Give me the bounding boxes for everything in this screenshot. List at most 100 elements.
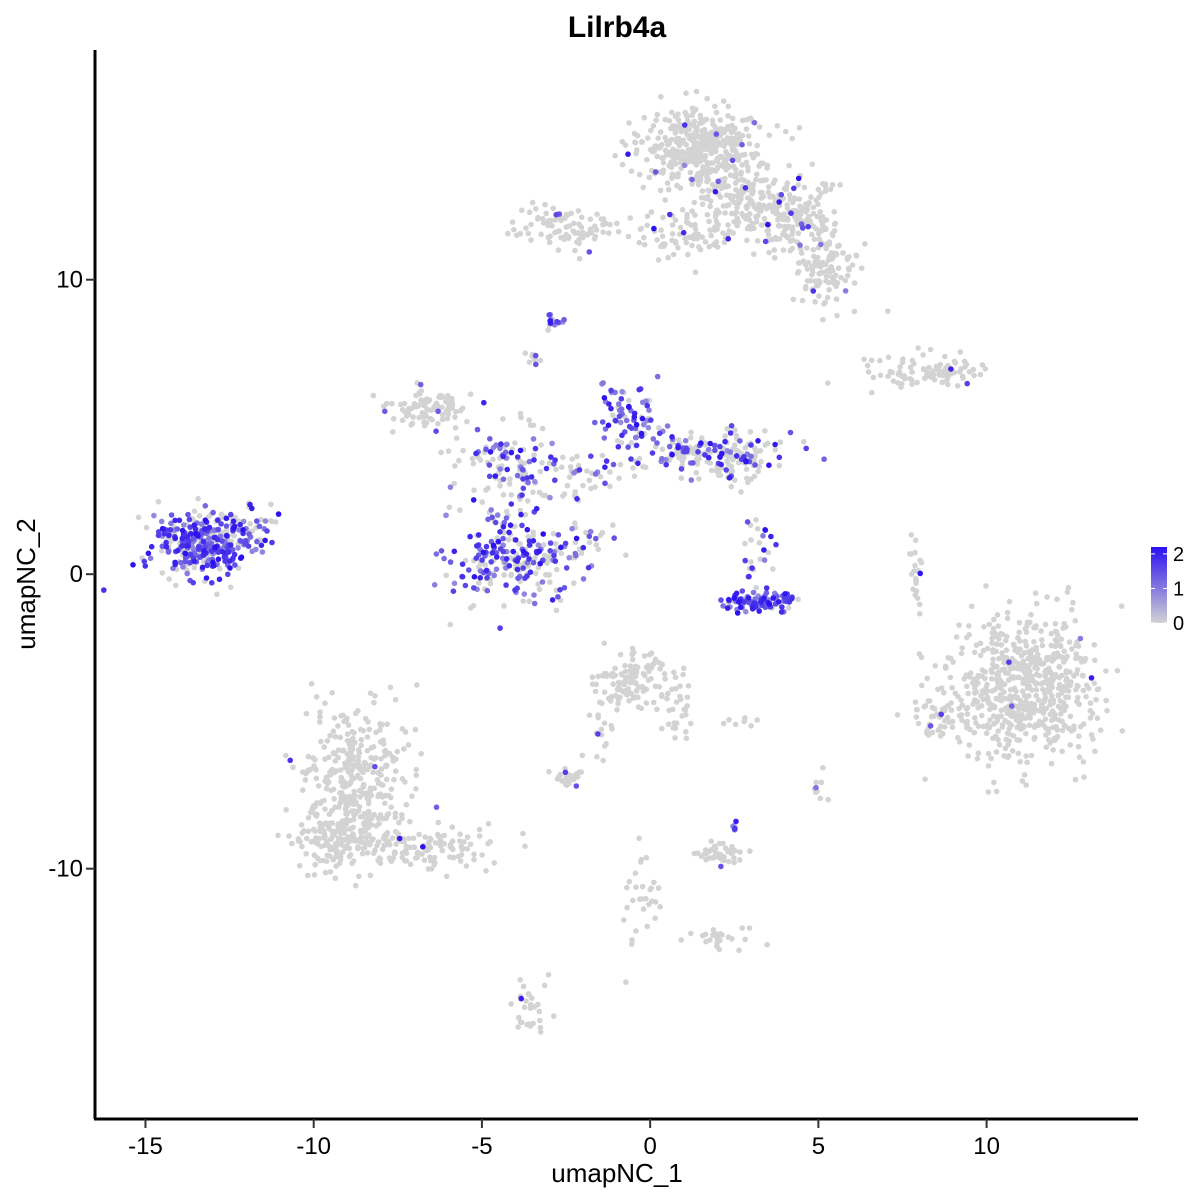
data-point bbox=[564, 482, 571, 489]
data-point bbox=[641, 421, 647, 428]
data-point bbox=[318, 738, 324, 745]
data-point bbox=[956, 712, 963, 719]
data-point bbox=[798, 250, 805, 256]
data-point bbox=[1038, 681, 1045, 687]
data-point bbox=[479, 852, 485, 858]
data-point bbox=[975, 750, 982, 756]
data-point bbox=[196, 544, 202, 551]
data-point bbox=[1067, 713, 1074, 720]
data-point bbox=[1056, 664, 1063, 670]
data-point bbox=[514, 558, 520, 564]
data-point bbox=[361, 791, 368, 797]
data-point bbox=[187, 531, 194, 537]
data-point bbox=[659, 455, 665, 462]
data-point bbox=[728, 483, 735, 490]
data-point bbox=[750, 188, 756, 195]
data-point bbox=[1023, 730, 1029, 737]
data-point bbox=[351, 792, 358, 798]
data-point bbox=[591, 236, 598, 242]
data-point bbox=[775, 599, 782, 605]
data-point bbox=[1083, 693, 1089, 700]
data-point bbox=[563, 565, 570, 571]
data-point bbox=[330, 728, 337, 734]
data-point bbox=[993, 733, 999, 740]
data-point bbox=[731, 595, 738, 601]
data-point bbox=[736, 857, 743, 863]
data-point bbox=[926, 364, 932, 371]
data-point bbox=[514, 454, 521, 460]
data-point bbox=[964, 718, 970, 725]
data-point bbox=[753, 213, 759, 220]
data-point bbox=[480, 549, 487, 556]
data-point bbox=[237, 521, 243, 528]
data-point bbox=[386, 842, 393, 848]
data-point bbox=[1022, 626, 1029, 632]
data-point bbox=[616, 413, 623, 420]
data-point bbox=[820, 765, 826, 771]
data-point bbox=[340, 747, 347, 754]
data-point bbox=[932, 663, 939, 669]
data-point bbox=[959, 717, 965, 723]
data-point bbox=[599, 419, 606, 425]
data-point bbox=[617, 461, 624, 468]
data-point bbox=[355, 772, 361, 779]
data-point bbox=[179, 535, 186, 542]
data-point bbox=[394, 748, 401, 755]
data-point bbox=[321, 821, 327, 828]
data-point bbox=[739, 588, 746, 594]
data-point bbox=[572, 247, 578, 254]
data-point bbox=[531, 600, 538, 607]
data-point bbox=[823, 245, 829, 252]
data-point bbox=[619, 432, 625, 439]
data-point bbox=[987, 700, 993, 707]
data-point bbox=[964, 725, 970, 731]
data-point bbox=[537, 357, 544, 364]
data-point bbox=[548, 454, 554, 460]
data-point bbox=[371, 699, 377, 706]
data-point bbox=[337, 767, 344, 773]
data-point bbox=[688, 429, 694, 436]
data-point bbox=[719, 932, 725, 938]
data-point bbox=[322, 833, 328, 840]
data-point bbox=[1024, 673, 1030, 680]
data-point bbox=[576, 240, 582, 247]
data-point bbox=[748, 537, 754, 543]
data-point bbox=[1072, 776, 1079, 783]
data-point bbox=[987, 706, 993, 712]
data-point bbox=[756, 124, 763, 130]
data-point bbox=[339, 776, 345, 783]
data-point bbox=[503, 556, 510, 562]
data-point bbox=[725, 123, 731, 130]
data-point bbox=[371, 785, 378, 792]
data-point bbox=[210, 559, 216, 566]
data-point bbox=[471, 574, 478, 580]
data-point bbox=[885, 354, 892, 361]
data-point bbox=[964, 380, 970, 387]
data-point bbox=[680, 137, 687, 144]
data-point bbox=[669, 222, 676, 228]
data-point bbox=[182, 558, 188, 565]
data-point bbox=[739, 925, 745, 931]
data-point bbox=[206, 535, 212, 542]
data-point bbox=[742, 540, 748, 547]
data-point bbox=[624, 884, 630, 891]
data-point bbox=[332, 733, 339, 740]
data-point bbox=[995, 669, 1002, 676]
data-point bbox=[764, 942, 770, 948]
data-point bbox=[505, 536, 512, 543]
data-point bbox=[996, 655, 1002, 662]
data-point bbox=[391, 776, 397, 783]
data-point bbox=[930, 372, 937, 378]
data-point bbox=[310, 826, 317, 833]
data-point bbox=[549, 597, 556, 603]
data-point bbox=[377, 781, 384, 787]
data-point bbox=[690, 153, 696, 160]
data-point bbox=[626, 120, 632, 126]
data-point bbox=[1061, 705, 1067, 711]
data-point bbox=[388, 858, 395, 865]
data-point bbox=[977, 371, 984, 378]
data-point bbox=[758, 160, 764, 167]
data-point bbox=[672, 113, 679, 120]
data-point bbox=[679, 713, 685, 719]
data-point bbox=[784, 180, 791, 186]
